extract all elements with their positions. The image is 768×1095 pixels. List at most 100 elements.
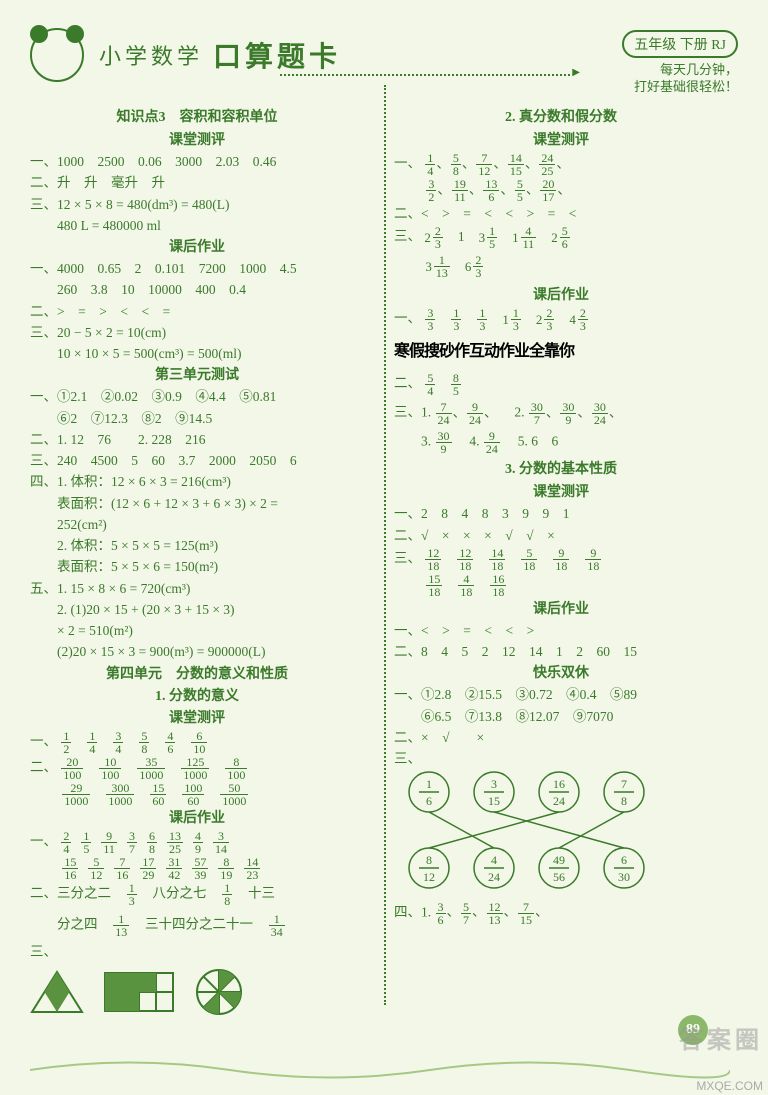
fraction-row: 一、 14、58、712、1415、2425、 xyxy=(394,152,728,177)
classroom-title: 课堂测评 xyxy=(394,482,728,503)
svg-text:6: 6 xyxy=(426,794,432,808)
svg-text:8: 8 xyxy=(426,853,432,867)
text-row: 分之四 113 三十四分之二十一 134 xyxy=(30,913,364,938)
title-type: 口算题卡 xyxy=(213,35,341,75)
classroom-title: 课堂测评 xyxy=(30,130,364,151)
unit3-test-title: 第三单元测试 xyxy=(30,365,364,386)
text-row: 三、 xyxy=(394,749,728,769)
text-row: 二、1. 12 76 2. 228 216 xyxy=(30,430,364,450)
text-row: 四、1. 体积：12 × 6 × 3 = 216(cm³) xyxy=(30,472,364,492)
text-row: ⑥2 ⑦12.3 ⑧2 ⑨14.5 xyxy=(30,409,364,429)
text-row: 252(cm²) xyxy=(30,515,364,535)
text-row: 二、√ × × × √ √ × xyxy=(394,526,728,546)
sec3-title: 3. 分数的基本性质 xyxy=(394,459,728,480)
text-row: 一、2 8 4 8 3 9 9 1 xyxy=(394,504,728,524)
svg-text:12: 12 xyxy=(423,870,435,884)
svg-text:7: 7 xyxy=(621,777,627,791)
right-column: 2. 真分数和假分数 课堂测评 一、 14、58、712、1415、2425、 … xyxy=(374,105,738,1025)
text-row: 二、× √ × xyxy=(394,728,728,748)
sec2-title: 2. 真分数和假分数 xyxy=(394,107,728,128)
svg-text:6: 6 xyxy=(621,853,627,867)
fraction-row: 一、 24159113768132549314 xyxy=(30,830,364,855)
svg-text:30: 30 xyxy=(618,870,630,884)
fraction-row: 一、 331313113223423 xyxy=(394,307,728,332)
text-row: 二、> = > < < = xyxy=(30,302,364,322)
svg-text:1: 1 xyxy=(426,777,432,791)
header-subtitle: 每天几分钟， 打好基础很轻松！ xyxy=(622,62,738,96)
shape-answers xyxy=(30,967,364,1017)
watermark-url: MXQE.COM xyxy=(696,1079,763,1093)
grade-badge: 五年级 下册 RJ xyxy=(622,30,738,58)
text-row: 五、1. 15 × 8 × 6 = 720(cm³) xyxy=(30,579,364,599)
fraction-row: 三、 22313151411256 xyxy=(394,225,728,250)
pie-icon xyxy=(194,967,244,1017)
fraction-row: 32、1911、136、55、2017、 xyxy=(394,178,728,203)
text-row: 表面积：5 × 5 × 6 = 150(m²) xyxy=(30,557,364,577)
logo-icon xyxy=(30,28,84,82)
fraction-row: 3113623 xyxy=(394,254,728,279)
text-row: 二、三分之二 13 八分之七 18 十三 xyxy=(30,882,364,907)
text-row: 二、8 4 5 2 12 14 1 2 60 15 xyxy=(394,642,728,662)
homework-title: 课后作业 xyxy=(30,808,364,829)
svg-text:4: 4 xyxy=(491,853,497,867)
text-row: 二、< > = < < > = < xyxy=(394,204,728,224)
text-row: 二、升 升 毫升 升 xyxy=(30,173,364,193)
title-subject: 小学数学 xyxy=(99,39,203,71)
svg-text:24: 24 xyxy=(488,870,500,884)
page-header: 小学数学 口算题卡 五年级 下册 RJ 每天几分钟， 打好基础很轻松！ xyxy=(30,20,738,90)
text-row: 表面积：(12 × 6 + 12 × 3 + 6 × 3) × 2 = xyxy=(30,494,364,514)
left-column: 知识点3 容积和容积单位 课堂测评 一、1000 2500 0.06 3000 … xyxy=(30,105,374,1025)
arrow-divider xyxy=(280,74,570,76)
text-row: 480 L = 480000 ml xyxy=(30,216,364,236)
fraction-row: 三、 121812181418518918918 xyxy=(394,547,728,572)
fraction-row: 二、 201001010035100012510008100 xyxy=(30,756,364,781)
fraction-row: 一、 1214345846610 xyxy=(30,730,364,755)
header-right: 五年级 下册 RJ 每天几分钟， 打好基础很轻松！ xyxy=(622,30,738,96)
text-row: 2. (1)20 × 15 + (20 × 3 + 15 × 3) xyxy=(30,600,364,620)
text-row: (2)20 × 15 × 3 = 900(m³) = 900000(L) xyxy=(30,642,364,662)
sec1-title: 1. 分数的意义 xyxy=(30,686,364,707)
fraction-row: 15165127161729314257398191423 xyxy=(30,856,364,881)
unit4-title: 第四单元 分数的意义和性质 xyxy=(30,664,364,685)
text-row: 一、①2.1 ②0.02 ③0.9 ④4.4 ⑤0.81 xyxy=(30,387,364,407)
text-row: 2. 体积：5 × 5 × 5 = 125(m³) xyxy=(30,536,364,556)
grid-icon xyxy=(104,972,174,1012)
svg-text:56: 56 xyxy=(553,870,565,884)
text-row: 一、①2.8 ②15.5 ③0.72 ④0.4 ⑤89 xyxy=(394,685,728,705)
svg-text:24: 24 xyxy=(553,794,565,808)
text-row: 三、20 − 5 × 2 = 10(cm) xyxy=(30,323,364,343)
svg-text:49: 49 xyxy=(553,853,565,867)
fraction-row: 二、 54 85 xyxy=(394,372,728,397)
svg-text:16: 16 xyxy=(553,777,565,791)
triangle-icon xyxy=(30,970,84,1014)
svg-text:15: 15 xyxy=(488,794,500,808)
handwritten-note: 寒假搜砂作互动作业全靠你 xyxy=(394,340,728,364)
text-row: 一、4000 0.65 2 0.101 7200 1000 4.5 xyxy=(30,259,364,279)
text-row: 一、< > = < < > xyxy=(394,621,728,641)
watermark-badge: 答案圈 xyxy=(679,1020,763,1055)
fraction-row: 2910003001000156010060501000 xyxy=(30,782,364,807)
fraction-row: 三、1. 724、924、 2. 307、309、3024、 xyxy=(394,401,728,426)
svg-text:3: 3 xyxy=(491,777,497,791)
text-row: 三、12 × 5 × 8 = 480(dm³) = 480(L) xyxy=(30,195,364,215)
text-row: 一、1000 2500 0.06 3000 2.03 0.46 xyxy=(30,152,364,172)
text-row: 三、240 4500 5 60 3.7 2000 2050 6 xyxy=(30,451,364,471)
homework-title: 课后作业 xyxy=(394,599,728,620)
homework-title: 课后作业 xyxy=(30,237,364,258)
column-divider xyxy=(384,85,386,1005)
classroom-title: 课堂测评 xyxy=(30,708,364,729)
footer-wave xyxy=(30,1050,730,1080)
text-row: 260 3.8 10 10000 400 0.4 xyxy=(30,280,364,300)
text-row: ⑥6.5 ⑦13.8 ⑧12.07 ⑨7070 xyxy=(394,707,728,727)
homework-title: 课后作业 xyxy=(394,285,728,306)
text-row: 10 × 10 × 5 = 500(cm³) = 500(ml) xyxy=(30,344,364,364)
happy-title: 快乐双休 xyxy=(394,663,728,684)
text-row: 三、 xyxy=(30,942,364,962)
fraction-row: 15184181618 xyxy=(394,573,728,598)
classroom-title: 课堂测评 xyxy=(394,130,728,151)
svg-text:8: 8 xyxy=(621,794,627,808)
kp3-title: 知识点3 容积和容积单位 xyxy=(30,107,364,128)
text-row: × 2 = 510(m²) xyxy=(30,621,364,641)
fraction-row: 3. 309 4. 924 5. 6 6 xyxy=(394,430,728,455)
fraction-row: 四、1. 36、57、1213、715、 xyxy=(394,901,728,926)
